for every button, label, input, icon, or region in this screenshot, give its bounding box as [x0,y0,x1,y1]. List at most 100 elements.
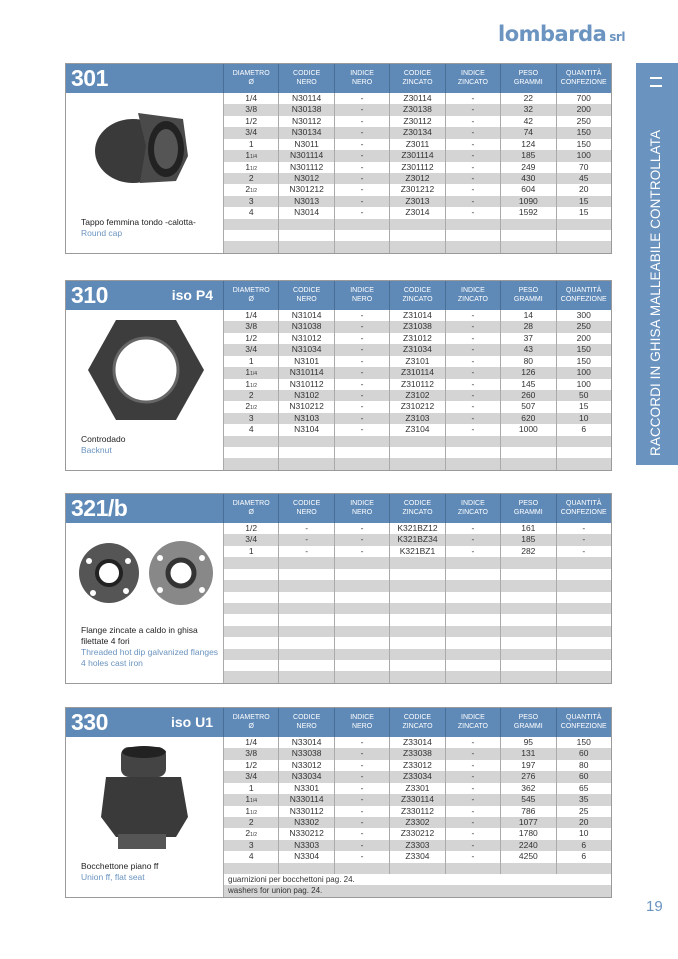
table-cell: - [582,523,586,533]
table-cell: 1/2 [224,523,280,535]
table-row [224,637,611,649]
table-cell [335,648,391,661]
table-cell: N301114 [279,150,335,162]
table-cell: Z33012 [390,759,446,772]
table-cell: 276 [501,771,557,783]
table-cell: 185 [501,150,557,162]
table-cell [224,230,280,242]
description-english: Union ff, flat seat [81,872,145,882]
table-cell [390,637,446,649]
chapter-sidebar: RACCORDI IN GHISA MALLEABILE CONTROLLATA [636,63,678,465]
table-cell [224,602,280,615]
table-cell: Z31038 [390,321,446,333]
table-row: 3/8 N30138- Z30138-32 200 [224,104,611,116]
table-cell [224,568,280,581]
table-cell [279,241,335,253]
table-cell: Z31034 [390,344,446,356]
table-cell: 200 [576,104,591,115]
table-cell [279,580,335,592]
table-cell: 150 [576,737,591,747]
table-cell: - [446,115,502,128]
table-cell: 1 [224,782,280,795]
table-cell [390,648,446,661]
table-cell [224,648,280,661]
description-english: Threaded hot dip galvanized flanges 4 ho… [81,647,219,668]
table-cell: - [446,534,502,546]
table-cell: 1/4 [224,310,280,322]
table-row: 3 N3013- Z3013-1090 15 [224,195,611,208]
table-cell: - [279,545,335,558]
column-header: INDICE NERO [335,708,391,737]
table-row: 1 N3301- Z3301-362 65 [224,782,611,795]
table-cell [390,625,446,638]
table-row: 21/2 N301212- Z301212-604 20 [224,184,611,196]
table-cell: 700 [576,93,591,103]
table-cell: 250 [576,321,591,332]
table-row [224,458,611,470]
union-image [101,746,188,849]
table-cell [557,557,611,568]
table-cell [224,241,280,253]
table-cell [501,241,557,253]
table-cell [446,671,502,683]
table-cell: - [446,195,502,208]
table-cell: - [446,207,502,219]
table-cell: - [446,794,502,806]
table-cell: Z3304 [390,851,446,863]
table-cell: N3103 [279,412,335,425]
table-row [224,671,611,683]
description-italian: Bocchettone piano ff [81,861,159,871]
table-cell: 21/2 [224,184,280,196]
column-header: INDICE NERO [335,281,391,310]
table-cell: Z33038 [390,748,446,760]
column-header: INDICE ZINCATO [446,494,502,523]
section-header: 330 iso U1 DIAMETRO Ø CODICE NERO INDICE NERO CO… [66,708,611,737]
table-cell: - [335,150,391,162]
table-cell [224,447,280,459]
table-cell: - [446,150,502,162]
table-cell [501,447,557,459]
table-note: guarnizioni per bocchettoni pag. 24. [228,875,355,885]
table-cell: 4 [224,207,280,219]
table-cell: 80 [579,759,589,770]
table-cell: K321BZ1 [390,545,446,558]
table-cell: - [335,389,391,402]
table-cell: N3102 [279,389,335,402]
column-header: CODICE NERO [279,64,335,93]
table-row: 11/4 N301114- Z301114-185 100 [224,150,611,162]
table-cell: 1/4 [224,93,280,105]
table-cell [390,568,446,581]
table-cell [390,447,446,459]
column-header: INDICE ZINCATO [446,708,502,737]
table-cell: Z310114 [390,367,446,379]
table-row [224,241,611,253]
table-cell: 1 [224,545,280,558]
table-cell: 21/2 [224,828,280,840]
table-cell: - [335,401,391,413]
column-header: PESO GRAMMI [501,64,557,93]
table-row: 3/4 N33034- Z33034-276 60 [224,771,611,783]
table-cell: - [335,332,391,345]
table-cell [390,591,446,603]
table-cell [335,458,391,470]
table-cell: 11/2 [224,805,280,817]
column-header: DIAMETRO Ø [224,708,280,737]
table-cell [390,458,446,470]
flanges-image [79,541,213,605]
column-header: PESO GRAMMI [501,281,557,310]
table-cell: - [446,93,502,105]
table-cell: N301112 [279,161,335,173]
table-cell [446,614,502,626]
table-cell [390,660,446,672]
table-cell [446,862,502,875]
table-cell: N310212 [279,401,335,413]
table-cell: 50 [579,389,589,400]
table-cell [446,625,502,638]
iso-code: iso P4 [171,287,213,303]
table-cell [224,660,280,672]
table-cell [557,241,611,252]
table-cell: 10 [579,412,589,423]
product-code-cell: 310 iso P4 [66,281,224,310]
column-header: CODICE NERO [279,494,335,523]
table-cell: 15 [579,195,589,206]
